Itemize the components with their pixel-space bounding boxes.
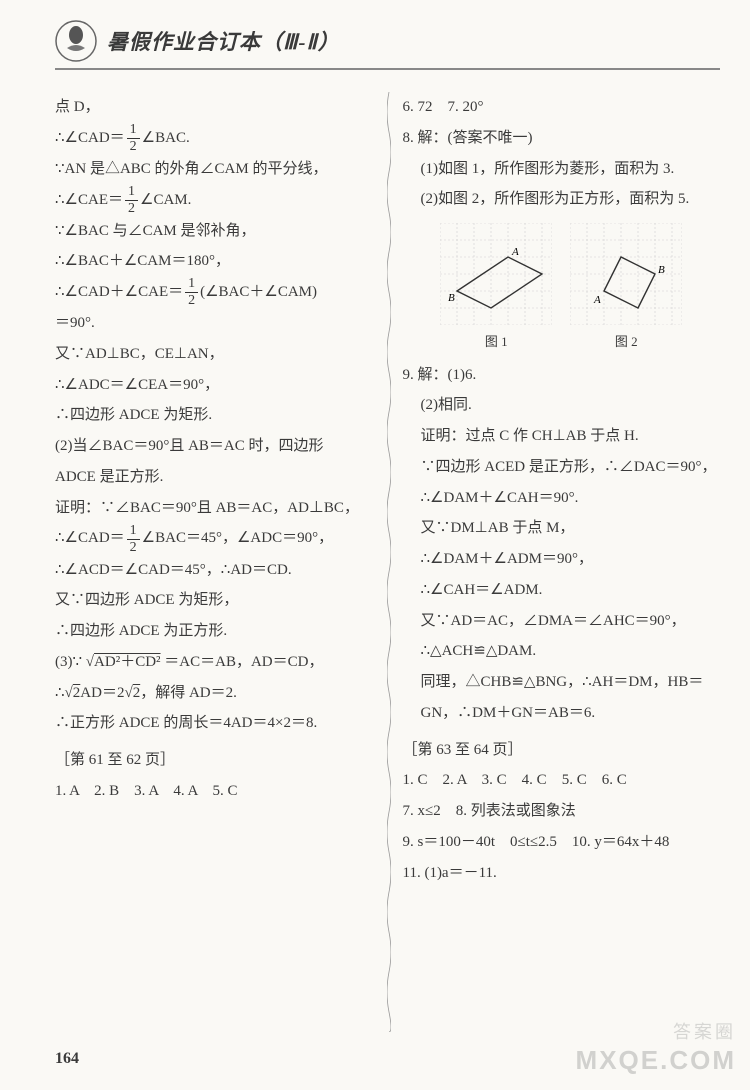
figure-1: A B 图 1: [440, 223, 552, 356]
text-line: 点 D，: [55, 92, 377, 123]
text-line: 8. 解：(答案不唯一): [403, 123, 721, 154]
header-title: 暑假作业合订本（Ⅲ-Ⅱ）: [107, 26, 340, 56]
figure-label: 图 1: [440, 329, 552, 356]
text-line: (3)∵ √AD²＋CD² ＝AC＝AB，AD＝CD，: [55, 647, 377, 678]
text-line: 同理，△CHB≌△BNG，∴AH＝DM，HB＝: [403, 667, 721, 698]
text-line: 6. 72 7. 20°: [403, 92, 721, 123]
text-line: ∴△ACH≌△DAM.: [403, 636, 721, 667]
text-line: 又∵DM⊥AB 于点 M，: [403, 513, 721, 544]
left-column: 点 D， ∴∠CAD＝12∠BAC. ∵AN 是△ABC 的外角∠CAM 的平分…: [55, 92, 387, 1032]
page-root: 暑假作业合订本（Ⅲ-Ⅱ） 点 D， ∴∠CAD＝12∠BAC. ∵AN 是△AB…: [0, 0, 750, 1090]
section-label: ［第 63 至 64 页］: [403, 735, 721, 766]
text-line: 证明：∵∠BAC＝90°且 AB＝AC，AD⊥BC，: [55, 493, 377, 524]
figure-label: 图 2: [570, 329, 682, 356]
svg-text:B: B: [658, 264, 665, 276]
figure-2: A B 图 2: [570, 223, 682, 356]
text-line: ∴∠CAD＝12∠BAC＝45°，∠ADC＝90°，: [55, 523, 377, 554]
text-line: ADCE 是正方形.: [55, 462, 377, 493]
answer-line: 1. C 2. A 3. C 4. C 5. C 6. C: [403, 765, 721, 796]
text-line: ∴正方形 ADCE 的周长＝4AD＝4×2＝8.: [55, 708, 377, 739]
text-line: ∴∠CAD＝12∠BAC.: [55, 123, 377, 154]
grid-diagram-2-icon: A B: [570, 223, 682, 325]
svg-text:B: B: [448, 292, 455, 304]
text-line: ∴∠CAD＋∠CAE＝12(∠BAC＋∠CAM): [55, 277, 377, 308]
content-columns: 点 D， ∴∠CAD＝12∠BAC. ∵AN 是△ABC 的外角∠CAM 的平分…: [55, 92, 720, 1032]
text-line: ∴∠ADC＝∠CEA＝90°，: [55, 370, 377, 401]
text-line: 又∵AD＝AC，∠DMA＝∠AHC＝90°，: [403, 606, 721, 637]
text-line: 又∵AD⊥BC，CE⊥AN，: [55, 339, 377, 370]
text-line: ∵∠BAC 与∠CAM 是邻补角，: [55, 216, 377, 247]
watermark-url: MXQE.COM: [576, 1045, 736, 1076]
svg-text:A: A: [593, 294, 601, 306]
grid-diagram-1-icon: A B: [440, 223, 552, 325]
text-line: (2)当∠BAC＝90°且 AB＝AC 时，四边形: [55, 431, 377, 462]
text-line: ∴四边形 ADCE 为正方形.: [55, 616, 377, 647]
svg-text:A: A: [511, 246, 519, 258]
text-line: ∴∠DAM＋∠ADM＝90°，: [403, 544, 721, 575]
text-line: ＝90°.: [55, 308, 377, 339]
fraction: 12: [185, 277, 198, 308]
text-line: ∴∠DAM＋∠CAH＝90°.: [403, 483, 721, 514]
text-line: (2)如图 2，所作图形为正方形，面积为 5.: [403, 184, 721, 215]
text-line: 又∵四边形 ADCE 为矩形，: [55, 585, 377, 616]
figures-row: A B 图 1 A B 图 2: [403, 223, 721, 356]
text-line: (2)相同.: [403, 390, 721, 421]
page-header: 暑假作业合订本（Ⅲ-Ⅱ）: [55, 20, 720, 70]
section-label: ［第 61 至 62 页］: [55, 745, 377, 776]
answer-line: 9. s＝100－40t 0≤t≤2.5 10. y＝64x＋48: [403, 827, 721, 858]
book-logo-icon: [55, 20, 97, 62]
text-line: ∴∠BAC＋∠CAM＝180°，: [55, 246, 377, 277]
watermark-text: 答案圈: [673, 1018, 736, 1044]
text-line: 证明：过点 C 作 CH⊥AB 于点 H.: [403, 421, 721, 452]
text-line: ∴∠CAE＝12∠CAM.: [55, 185, 377, 216]
text-line: ∵AN 是△ABC 的外角∠CAM 的平分线，: [55, 154, 377, 185]
answer-line: 11. (1)a＝－11.: [403, 858, 721, 889]
column-divider: [387, 92, 389, 1032]
fraction: 12: [125, 185, 138, 216]
right-column: 6. 72 7. 20° 8. 解：(答案不唯一) (1)如图 1，所作图形为菱…: [389, 92, 721, 1032]
page-number: 164: [55, 1050, 79, 1068]
fraction: 12: [127, 524, 140, 555]
text-line: ∴√2AD＝2√2，解得 AD＝2.: [55, 678, 377, 709]
text-line: ∴四边形 ADCE 为矩形.: [55, 400, 377, 431]
text-line: GN，∴DM＋GN＝AB＝6.: [403, 698, 721, 729]
fraction: 12: [127, 123, 140, 154]
text-line: ∴∠ACD＝∠CAD＝45°，∴AD＝CD.: [55, 555, 377, 586]
text-line: 9. 解：(1)6.: [403, 360, 721, 391]
text-line: ∴∠CAH＝∠ADM.: [403, 575, 721, 606]
text-line: ∵四边形 ACED 是正方形，∴∠DAC＝90°，: [403, 452, 721, 483]
answer-line: 7. x≤2 8. 列表法或图象法: [403, 796, 721, 827]
text-line: (1)如图 1，所作图形为菱形，面积为 3.: [403, 154, 721, 185]
answer-line: 1. A 2. B 3. A 4. A 5. C: [55, 776, 377, 807]
